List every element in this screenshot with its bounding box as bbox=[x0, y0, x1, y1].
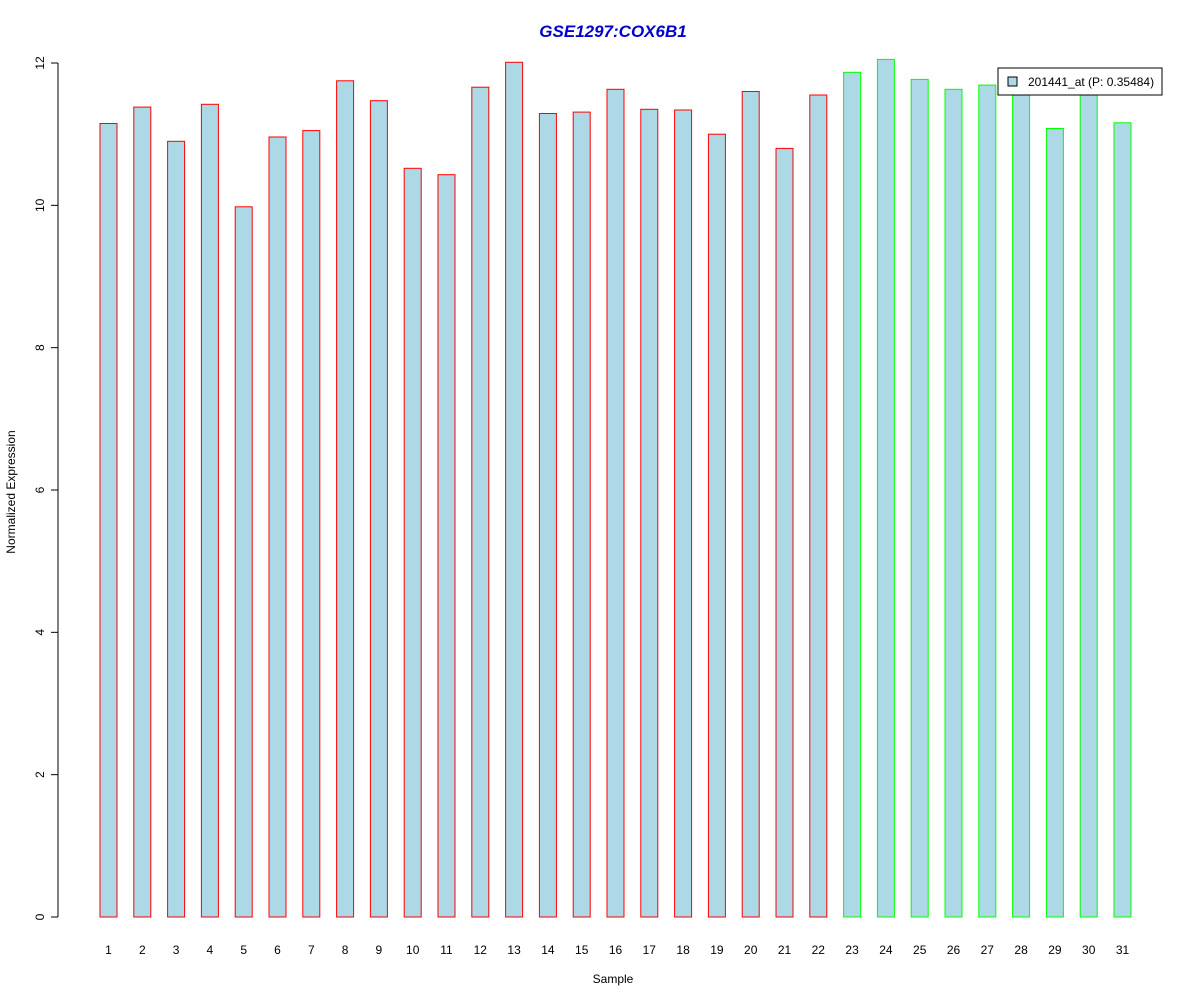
x-axis-tick-label: 31 bbox=[1116, 943, 1130, 957]
x-axis-tick-label: 24 bbox=[879, 943, 893, 957]
y-axis-label: Normalized Expression bbox=[4, 430, 18, 553]
y-axis-tick-label: 8 bbox=[33, 344, 47, 351]
bar bbox=[606, 88, 625, 918]
x-axis-tick-label: 8 bbox=[342, 943, 349, 957]
bar bbox=[437, 174, 456, 918]
bar bbox=[336, 80, 355, 918]
x-axis-tick-label: 14 bbox=[541, 943, 555, 957]
bar bbox=[1079, 91, 1098, 918]
y-axis-tick-label: 4 bbox=[33, 629, 47, 636]
x-axis-tick-label: 26 bbox=[947, 943, 961, 957]
x-axis-tick-label: 22 bbox=[812, 943, 826, 957]
x-axis-tick-label: 15 bbox=[575, 943, 589, 957]
x-axis-tick-label: 27 bbox=[981, 943, 995, 957]
bar bbox=[133, 106, 152, 918]
bar bbox=[707, 133, 726, 918]
bar bbox=[741, 91, 760, 918]
bars bbox=[99, 58, 1132, 918]
y-axis-tick-label: 0 bbox=[33, 913, 47, 920]
bar bbox=[471, 86, 490, 918]
x-axis-tick-label: 29 bbox=[1048, 943, 1062, 957]
bar bbox=[538, 113, 557, 918]
x-axis-tick-label: 18 bbox=[676, 943, 690, 957]
x-axis-tick-label: 17 bbox=[643, 943, 657, 957]
bar bbox=[268, 136, 287, 918]
legend-entry-label: 201441_at (P: 0.35484) bbox=[1028, 75, 1154, 89]
x-axis-tick-label: 28 bbox=[1014, 943, 1028, 957]
bar bbox=[1012, 89, 1031, 918]
bar bbox=[403, 167, 422, 918]
y-axis-tick-label: 6 bbox=[33, 486, 47, 493]
bar bbox=[1045, 128, 1064, 918]
x-axis-tick-label: 16 bbox=[609, 943, 623, 957]
chart-title: GSE1297:COX6B1 bbox=[539, 22, 686, 41]
x-axis-tick-label: 13 bbox=[507, 943, 521, 957]
x-axis-tick-label: 21 bbox=[778, 943, 792, 957]
x-axis-tick-label: 20 bbox=[744, 943, 758, 957]
bar bbox=[505, 61, 524, 918]
bar bbox=[775, 147, 794, 918]
bar bbox=[978, 84, 997, 918]
x-axis-tick-label: 3 bbox=[173, 943, 180, 957]
bar bbox=[369, 100, 388, 918]
y-axis-tick-label: 10 bbox=[33, 198, 47, 212]
x-axis-tick-label: 2 bbox=[139, 943, 146, 957]
x-axis-tick-label: 4 bbox=[207, 943, 214, 957]
x-axis-tick-label: 30 bbox=[1082, 943, 1096, 957]
legend-swatch bbox=[1007, 76, 1018, 87]
bar bbox=[1113, 122, 1132, 918]
legend: 201441_at (P: 0.35484) bbox=[997, 67, 1163, 96]
bar bbox=[843, 71, 862, 918]
bar bbox=[167, 140, 186, 918]
y-axis: 0 2 4 6 8 10 12 bbox=[33, 56, 59, 920]
x-axis-tick-label: 25 bbox=[913, 943, 927, 957]
x-axis-tick-label: 23 bbox=[845, 943, 859, 957]
x-axis-tick-label: 10 bbox=[406, 943, 420, 957]
x-axis-tick-label: 6 bbox=[274, 943, 281, 957]
bar bbox=[99, 123, 118, 918]
bar bbox=[640, 108, 659, 918]
bar bbox=[876, 58, 895, 918]
bar bbox=[234, 206, 253, 918]
x-axis-tick-label: 1 bbox=[105, 943, 112, 957]
x-axis-tick-label: 9 bbox=[376, 943, 383, 957]
bar bbox=[910, 78, 929, 918]
bar bbox=[200, 103, 219, 918]
x-axis-tick-label: 12 bbox=[474, 943, 488, 957]
bar bbox=[674, 109, 693, 918]
x-axis-tick-label: 7 bbox=[308, 943, 315, 957]
x-axis-tick-label: 19 bbox=[710, 943, 724, 957]
x-axis-label: Sample bbox=[593, 972, 634, 986]
bar bbox=[809, 94, 828, 918]
y-axis-tick-label: 2 bbox=[33, 771, 47, 778]
x-axis-tick-label: 5 bbox=[240, 943, 247, 957]
bar bbox=[572, 111, 591, 918]
bar bbox=[302, 130, 321, 918]
legend-box bbox=[997, 67, 1163, 96]
y-axis-tick-label: 12 bbox=[33, 56, 47, 70]
x-axis-tick-label: 11 bbox=[440, 943, 453, 957]
bar bbox=[944, 88, 963, 918]
x-axis-tick-labels: 1 2 3 4 5 6 7 8 9 10 11 12 13 14 15 16 17 18 19 20 21 22 23 24 2… bbox=[105, 943, 1129, 957]
